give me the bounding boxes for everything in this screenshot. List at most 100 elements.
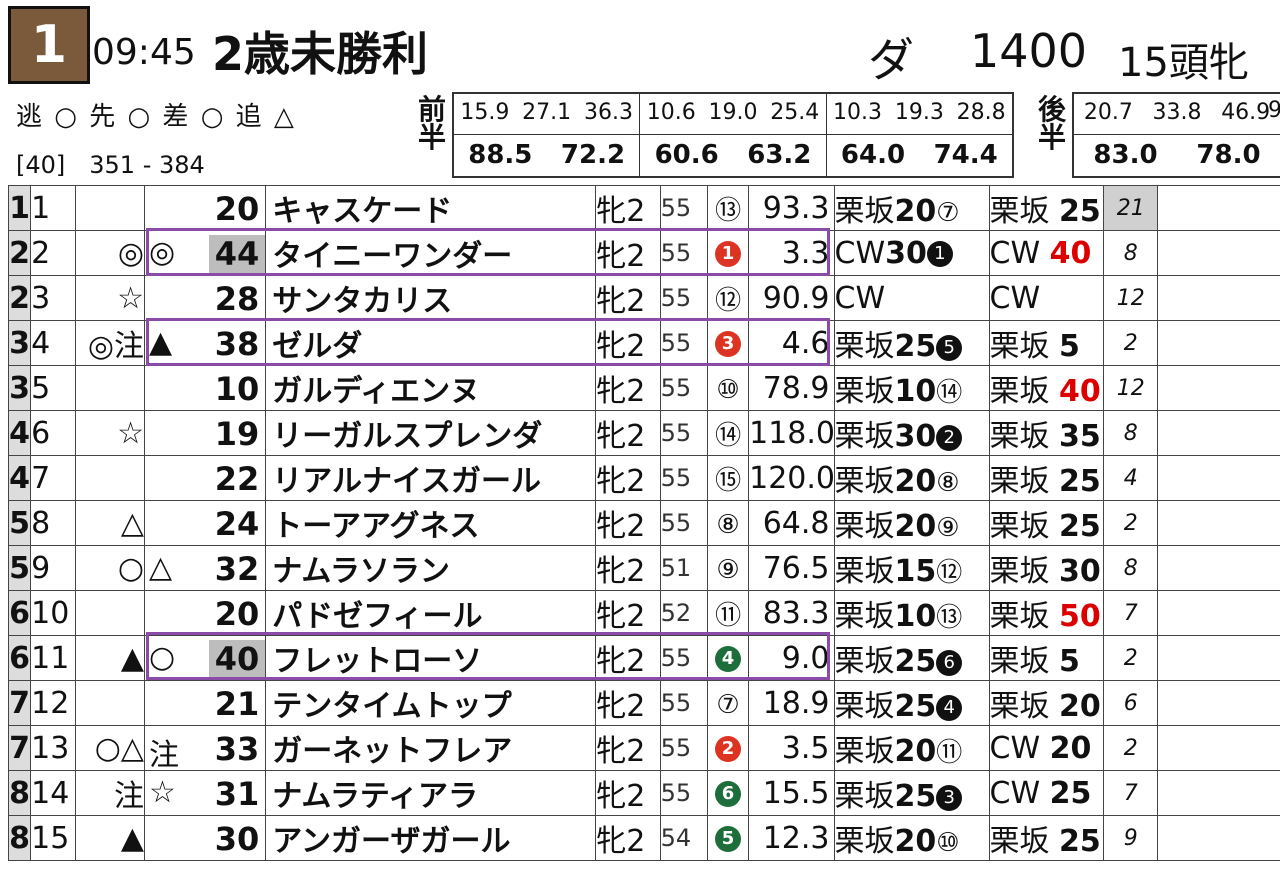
- weight: 51: [659, 545, 709, 591]
- highlight-box-11: [146, 632, 830, 680]
- rating: 19: [214, 415, 260, 453]
- prediction-mark-1: 注: [75, 770, 145, 816]
- second-half-laps: 20.7 33.8 46.9 83.0 78.0: [1072, 92, 1280, 178]
- mark-rating-cell: 30: [143, 815, 267, 861]
- training-3-count: 12: [1103, 365, 1159, 411]
- popularity-icon: 1: [715, 241, 742, 267]
- first-half-split-group: 10.3 19.3 28.8: [827, 94, 1012, 134]
- mark-rating-cell: ☆ 31: [143, 770, 267, 816]
- training-1-rank-icon: 5: [936, 334, 963, 361]
- horse-name: ナムラティアラ: [265, 770, 597, 816]
- first-half-split-group: 10.6 19.0 25.4: [640, 94, 827, 134]
- field-size: 15頭牝: [1118, 40, 1249, 86]
- weight: 55: [659, 185, 709, 231]
- waku-number: 4: [7, 410, 32, 456]
- training-3-count: 7: [1103, 770, 1159, 816]
- first-half-total: 72.2: [560, 140, 626, 170]
- training-2-course: CW: [989, 280, 1041, 316]
- waku-number: 8: [7, 815, 32, 861]
- sex-age: 牝2: [595, 725, 661, 771]
- training-1-rank-icon: ⑭: [936, 378, 963, 408]
- training-1-rank-icon: ⑦: [936, 198, 960, 228]
- training-2: 栗坂 30: [988, 545, 1105, 591]
- training-1-value: 25: [894, 779, 937, 814]
- training-1-value: 20: [894, 464, 937, 499]
- training-2: 栗坂 25: [988, 185, 1105, 231]
- training-1-rank-icon: ⑩: [936, 828, 960, 858]
- horse-row: 8 15 ▲ 30 アンガーザガール 牝2 54 5 12.3 栗坂20⑩ 栗坂 25 9: [7, 815, 1280, 861]
- extra-column: [1157, 230, 1280, 276]
- waku-number: 6: [7, 635, 32, 681]
- training-1: 栗坂20⑨: [833, 500, 990, 546]
- waku-number: 8: [7, 770, 32, 816]
- sex-age: 牝2: [595, 770, 661, 816]
- second-half-total: 83.0: [1093, 140, 1158, 170]
- training-2-value: 5: [1059, 329, 1080, 364]
- horse-row: 2 3 ☆ 28 サンタカリス 牝2 55 ⑫ 90.9 CW CW 12: [7, 275, 1280, 321]
- horse-number: 13: [30, 725, 77, 771]
- mark-rating-cell: 20: [143, 590, 267, 636]
- popularity-icon: 2: [715, 736, 742, 762]
- popularity-cell: ⑩: [707, 365, 750, 411]
- rating: 21: [214, 685, 260, 723]
- training-2-value: 50: [1059, 599, 1101, 634]
- extra-column: [1157, 275, 1280, 321]
- race-time: 09:45: [92, 32, 196, 73]
- sex-age: 牝2: [595, 590, 661, 636]
- training-1-course: 栗坂: [834, 464, 895, 499]
- training-2: CW 40: [988, 230, 1105, 276]
- first-half-split: 19.3: [894, 100, 944, 125]
- weight: 55: [659, 455, 709, 501]
- training-2-value: 20: [1049, 730, 1092, 766]
- odds: 3.5: [748, 725, 835, 771]
- training-1: CW30 1: [833, 230, 990, 276]
- horse-name: タイニーワンダー: [265, 230, 597, 276]
- horse-name: テンタイムトップ: [265, 680, 597, 726]
- sex-age: 牝2: [595, 545, 661, 591]
- popularity-cell: 1: [707, 230, 750, 276]
- training-2: CW 20: [988, 725, 1105, 771]
- weight: 55: [659, 635, 709, 681]
- training-1: 栗坂20⑦: [833, 185, 990, 231]
- training-2: 栗坂 5: [988, 320, 1105, 366]
- first-half-split: 25.4: [770, 100, 820, 125]
- training-2: 栗坂 35: [988, 410, 1105, 456]
- prediction-mark-2: 注: [149, 738, 179, 771]
- popularity-icon: 5: [715, 826, 742, 852]
- mark-rating-cell: △ 32: [143, 545, 267, 591]
- horse-row: 2 2 ◎ ◎ 44 タイニーワンダー 牝2 55 1 3.3 CW30 1 CW 40 8: [7, 230, 1280, 276]
- second-half-split: 33.8: [1152, 100, 1202, 125]
- first-half-total: 60.6: [654, 140, 719, 170]
- first-half-split: 28.8: [956, 100, 1006, 125]
- training-1-course: 栗坂: [834, 554, 895, 589]
- track-surface: ダ: [868, 33, 914, 87]
- training-3-count: 9: [1103, 815, 1159, 861]
- waku-number: 2: [7, 230, 32, 276]
- running-style-legend: 逃 ○ 先 ○ 差 ○ 追 △: [16, 102, 296, 132]
- mark-rating-cell: ▲ 38: [143, 320, 267, 366]
- training-1-value: 15: [894, 554, 937, 589]
- mark-rating-cell: ○ 40: [143, 635, 267, 681]
- odds: 93.3: [748, 185, 835, 231]
- training-2: 栗坂 20: [988, 680, 1105, 726]
- sex-age: 牝2: [595, 410, 661, 456]
- training-1: 栗坂25 4: [833, 680, 990, 726]
- weight: 55: [659, 230, 709, 276]
- horse-row: 5 8 △ 24 トーアアグネス 牝2 55 ⑧ 64.8 栗坂20⑨ 栗坂 25 2: [7, 500, 1280, 546]
- training-2-course: 栗坂: [989, 419, 1060, 454]
- training-1-rank-icon: 6: [936, 649, 963, 676]
- training-2: 栗坂 25: [988, 815, 1105, 861]
- horse-number: 12: [30, 680, 77, 726]
- popularity-cell: 6: [707, 770, 750, 816]
- training-2-value: 40: [1059, 374, 1101, 409]
- extra-column: [1157, 185, 1280, 231]
- mark-rating-cell: 注 33: [143, 725, 267, 771]
- horse-number: 2: [30, 230, 77, 276]
- extra-column: [1157, 590, 1280, 636]
- rating: 28: [214, 280, 260, 318]
- horse-name: アンガーザガール: [265, 815, 597, 861]
- prediction-mark-1: [75, 680, 145, 726]
- training-3-count: 8: [1103, 230, 1159, 276]
- training-2-course: 栗坂: [989, 824, 1060, 859]
- training-2-value: 25: [1049, 775, 1092, 811]
